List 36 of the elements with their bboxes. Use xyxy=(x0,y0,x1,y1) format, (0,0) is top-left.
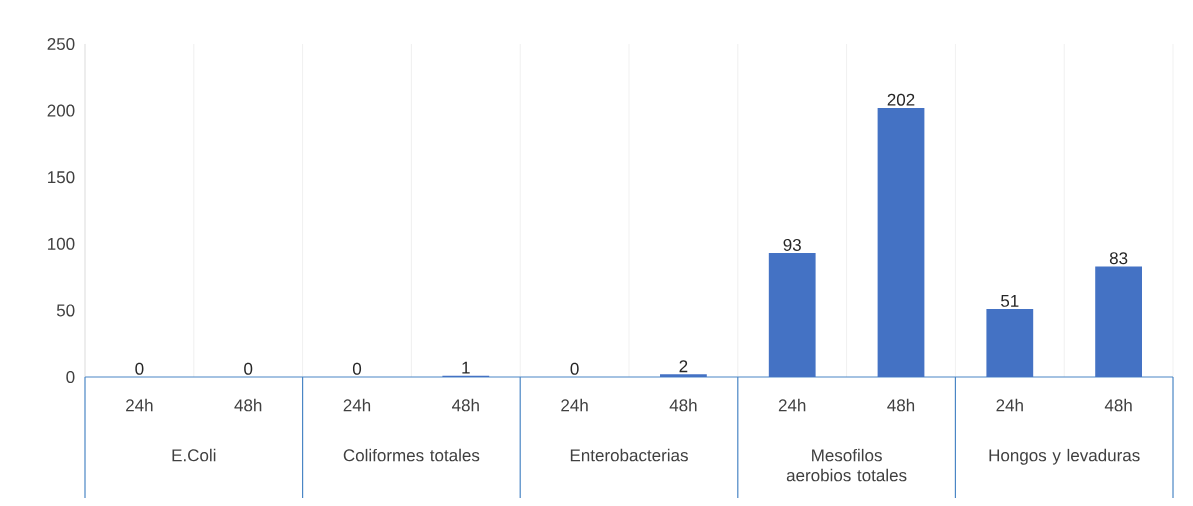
x-tick-label: 24h xyxy=(561,398,588,412)
y-tick-label: 50 xyxy=(56,304,75,317)
x-tick-label: 48h xyxy=(452,398,479,412)
data-label: 0 xyxy=(352,362,362,375)
bar xyxy=(877,107,925,377)
bar xyxy=(1095,266,1142,377)
x-tick-label: 48h xyxy=(669,398,697,412)
x-tick-label: 48h xyxy=(234,398,262,412)
data-label: 202 xyxy=(887,93,915,106)
data-label: 83 xyxy=(1109,252,1128,265)
text: Enterobacterias xyxy=(570,448,688,462)
x-tick-label: 48h xyxy=(887,398,915,412)
y-tick-label: 150 xyxy=(48,171,75,184)
data-label: 93 xyxy=(783,238,801,251)
x-tick-label: 24h xyxy=(996,398,1023,412)
data-label: 0 xyxy=(244,362,253,375)
x-tick-label: 24h xyxy=(778,398,806,412)
data-label: 51 xyxy=(1001,295,1019,307)
bar xyxy=(768,253,816,377)
y-tick-label: 100 xyxy=(48,237,75,250)
text: Mesofilos aerobios totales xyxy=(786,448,907,482)
bar xyxy=(986,309,1034,377)
data-label: 0 xyxy=(135,362,144,375)
x-tick-label: 48h xyxy=(1104,398,1132,412)
y-tick-label: 0 xyxy=(66,370,75,384)
y-tick-label: 200 xyxy=(47,104,75,117)
text: Coliformes totales xyxy=(343,448,480,462)
text: Hongos y levaduras xyxy=(989,448,1140,465)
bar xyxy=(660,374,707,377)
y-tick-label: 250 xyxy=(47,37,75,51)
x-tick-label: 24h xyxy=(126,398,153,412)
text: E.Coli xyxy=(172,448,216,462)
data-label: 2 xyxy=(679,360,688,373)
x-tick-label: 24h xyxy=(343,398,371,412)
data-label: 0 xyxy=(570,362,579,375)
data-label: 1 xyxy=(462,361,470,374)
